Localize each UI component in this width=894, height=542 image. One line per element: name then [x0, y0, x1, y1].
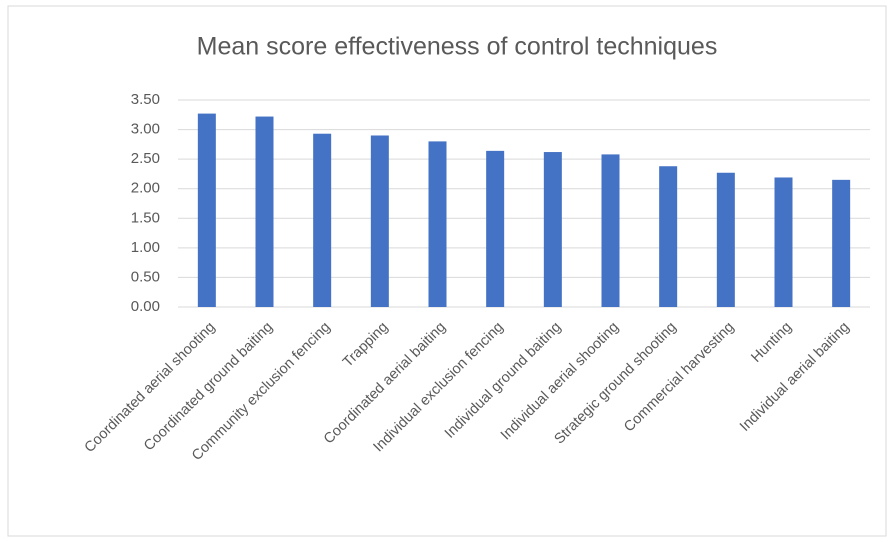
bar [486, 150, 505, 307]
y-tick-label: 1.50 [131, 209, 160, 226]
y-tick-label: 3.50 [131, 91, 160, 108]
bar [370, 135, 389, 307]
bar [428, 141, 447, 307]
chart-border [7, 5, 887, 537]
y-tick-label: 1.00 [131, 239, 160, 256]
bar [255, 116, 274, 307]
y-tick-label: 2.00 [131, 180, 160, 197]
y-tick-label: 0.50 [131, 268, 160, 285]
y-tick-label: 0.00 [131, 298, 160, 315]
bar [659, 166, 678, 307]
bar [601, 154, 620, 307]
bar [313, 133, 332, 307]
bar [543, 152, 562, 307]
y-tick-label: 2.50 [131, 150, 160, 167]
chart-title: Mean score effectiveness of control tech… [197, 33, 718, 61]
y-tick-label: 3.00 [131, 121, 160, 138]
bar [716, 172, 735, 307]
bar [774, 177, 793, 307]
bar [197, 113, 216, 307]
bar [832, 179, 851, 307]
